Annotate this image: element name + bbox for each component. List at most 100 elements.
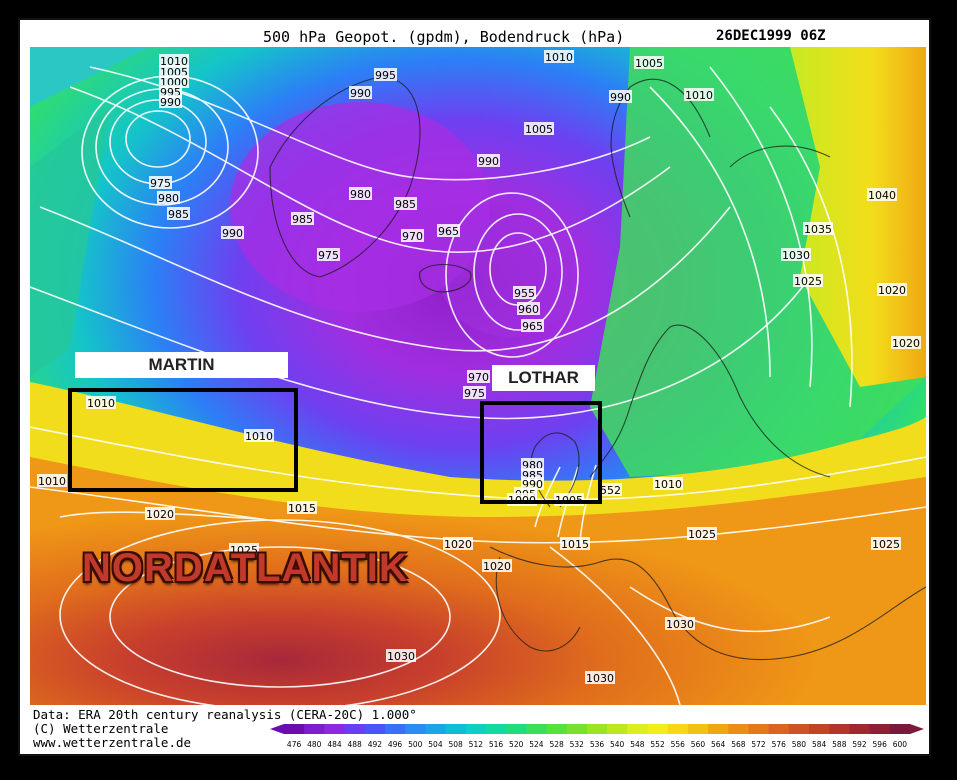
colorbar-tick-label: 580 bbox=[792, 740, 807, 749]
colorbar-swatch bbox=[546, 724, 568, 734]
colorbar-tick-label: 484 bbox=[327, 740, 342, 749]
isobar-label: 995 bbox=[375, 69, 396, 82]
isobar-label: 990 bbox=[222, 227, 243, 240]
colorbar-swatch bbox=[809, 724, 830, 734]
colorbar-swatch bbox=[667, 724, 689, 734]
colorbar-swatch bbox=[324, 724, 346, 734]
colorbar-tick-label: 576 bbox=[772, 740, 787, 749]
isobar-label: 985 bbox=[292, 213, 313, 226]
isobar-label: 1025 bbox=[794, 275, 822, 288]
colorbar-swatch bbox=[829, 724, 850, 734]
isobar-label: 965 bbox=[438, 225, 459, 238]
isobar-label: 1025 bbox=[872, 538, 900, 551]
isobar-label: 980 bbox=[350, 188, 371, 201]
isobar-label: 970 bbox=[402, 230, 423, 243]
colorbar-tick-label: 572 bbox=[751, 740, 766, 749]
colorbar-swatch bbox=[748, 724, 770, 734]
data-source-text: Data: ERA 20th century reanalysis (CERA-… bbox=[33, 707, 417, 722]
isobar-label: 552 bbox=[600, 484, 621, 497]
colorbar-swatch bbox=[465, 724, 487, 734]
colorbar-tick-label: 596 bbox=[873, 740, 888, 749]
website-text: www.wetterzentrale.de bbox=[33, 735, 192, 750]
isobar-label: 1020 bbox=[892, 337, 920, 350]
colorbar-tick-label: 512 bbox=[469, 740, 484, 749]
isobar-label: 1005 bbox=[635, 57, 663, 70]
map-header: 500 hPa Geopot. (gpdm), Bodendruck (hPa)… bbox=[30, 26, 926, 48]
colorbar-tick-label: 500 bbox=[408, 740, 423, 749]
colorbar-tick-label: 476 bbox=[287, 740, 302, 749]
isobar-label: 1030 bbox=[586, 672, 614, 685]
isobar-label: 1010 bbox=[245, 430, 273, 443]
colorbar-swatch bbox=[627, 724, 648, 734]
colorbar-tick-label: 552 bbox=[650, 740, 665, 749]
colorbar-swatch bbox=[869, 724, 891, 734]
colorbar-swatch bbox=[506, 724, 527, 734]
isobar-label: 1025 bbox=[688, 528, 716, 541]
colorbar-swatch bbox=[607, 724, 628, 734]
isobar-label: 1040 bbox=[868, 189, 896, 202]
colorbar-swatch bbox=[304, 724, 325, 734]
colorbar-tick-label: 568 bbox=[731, 740, 746, 749]
colorbar-tick-label: 508 bbox=[448, 740, 463, 749]
map-date: 26DEC1999 06Z bbox=[716, 28, 826, 44]
colorbar-tick-label: 504 bbox=[428, 740, 443, 749]
colorbar-swatch bbox=[586, 724, 608, 734]
colorbar-swatch bbox=[425, 724, 447, 734]
colorbar-swatch bbox=[384, 724, 406, 734]
colorbar-swatch bbox=[788, 724, 810, 734]
colorbar-tick-label: 488 bbox=[348, 740, 363, 749]
colorbar-arrow-left bbox=[270, 724, 284, 734]
colorbar-tick-label: 592 bbox=[852, 740, 867, 749]
isobar-label: 955 bbox=[514, 287, 535, 300]
isobar-label: 1010 bbox=[38, 475, 66, 488]
lothar-highlight-box bbox=[480, 401, 602, 504]
isobar-label: 1015 bbox=[288, 502, 316, 515]
colorbar-swatch bbox=[445, 724, 467, 734]
storm-label-martin: MARTIN bbox=[75, 352, 288, 378]
colorbar-swatch bbox=[526, 724, 548, 734]
martin-highlight-box bbox=[68, 388, 298, 492]
colorbar-tick-label: 588 bbox=[832, 740, 847, 749]
colorbar-swatch bbox=[647, 724, 669, 734]
colorbar-swatch bbox=[485, 724, 507, 734]
colorbar-swatch bbox=[364, 724, 386, 734]
colorbar-swatch bbox=[889, 724, 911, 734]
isobar-label: 985 bbox=[395, 198, 416, 211]
isobar-label: 975 bbox=[464, 387, 485, 400]
isobar-label: 990 bbox=[160, 96, 181, 109]
isobar-label: 1020 bbox=[878, 284, 906, 297]
colorbar-swatch bbox=[284, 724, 305, 734]
colorbar-tick-label: 600 bbox=[893, 740, 908, 749]
colorbar-tick-label: 564 bbox=[711, 740, 726, 749]
isobar-label: 1020 bbox=[444, 538, 472, 551]
isobar-label: 1015 bbox=[561, 538, 589, 551]
colorbar-swatch bbox=[708, 724, 729, 734]
isobar-label: 970 bbox=[468, 371, 489, 384]
colorbar-tick-label: 520 bbox=[509, 740, 524, 749]
colorbar-tick-label: 480 bbox=[307, 740, 322, 749]
colorbar-swatch bbox=[344, 724, 366, 734]
isobar-label: 1020 bbox=[483, 560, 511, 573]
isobar-label: 1020 bbox=[146, 508, 174, 521]
isobar-label: 1030 bbox=[387, 650, 415, 663]
colorbar-swatch bbox=[849, 724, 871, 734]
colorbar-swatch bbox=[566, 724, 588, 734]
isobar-label: 975 bbox=[318, 249, 339, 262]
colorbar-swatch bbox=[687, 724, 709, 734]
isobar-label: 1010 bbox=[545, 51, 573, 64]
colorbar-swatch bbox=[728, 724, 749, 734]
isobar-label: 1005 bbox=[525, 123, 553, 136]
isobar-label: 1025 bbox=[230, 544, 258, 557]
weather-map: 1010100510009959909959901010100510109759… bbox=[30, 47, 926, 705]
colorbar-tick-label: 548 bbox=[630, 740, 645, 749]
colorbar-tick-label: 556 bbox=[671, 740, 686, 749]
colorbar-tick-label: 528 bbox=[549, 740, 564, 749]
isobar-label: 1035 bbox=[804, 223, 832, 236]
colorbar-tick-label: 532 bbox=[570, 740, 585, 749]
isobar-label: 980 bbox=[158, 192, 179, 205]
isobar-label: 1010 bbox=[87, 397, 115, 410]
isobar-label: 1010 bbox=[654, 478, 682, 491]
colorbar-legend: 476 480 484 488 492 496 500 504 508 512 516 520 524 5… bbox=[270, 724, 924, 749]
storm-label-lothar: LOTHAR bbox=[492, 365, 595, 391]
isobar-label: 965 bbox=[522, 320, 543, 333]
